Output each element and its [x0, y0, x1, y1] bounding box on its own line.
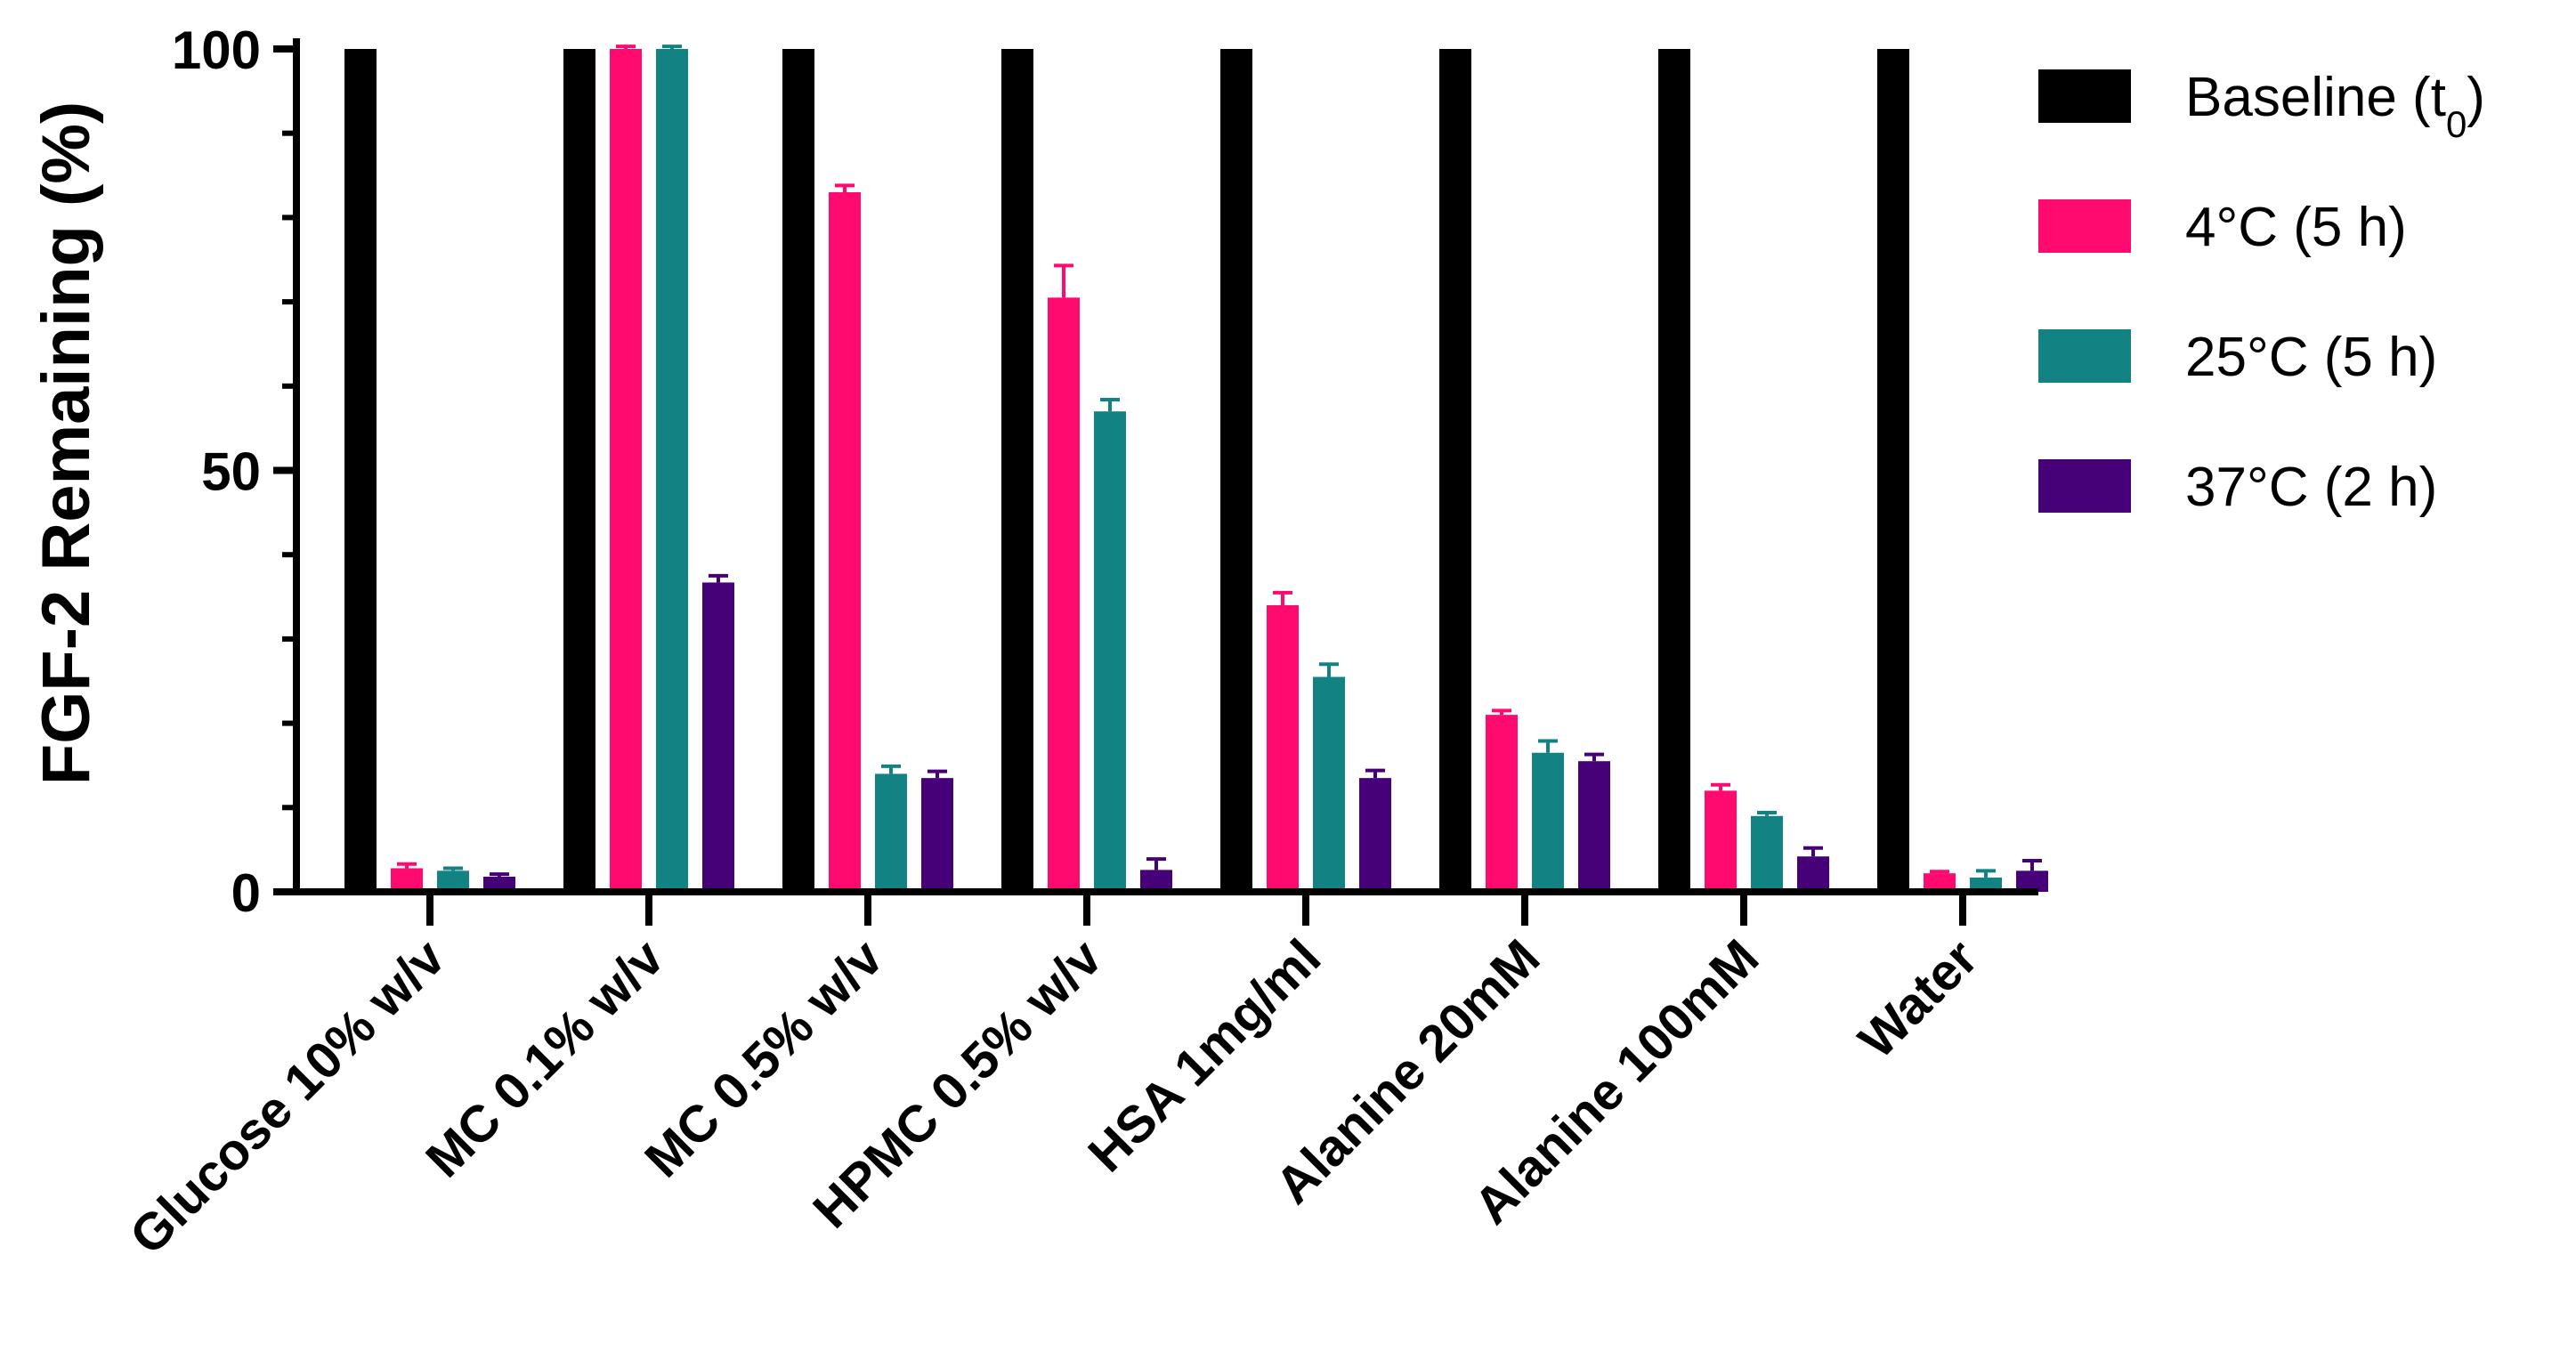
bar-series2-0	[437, 870, 469, 892]
bar-series1-7	[1924, 873, 1956, 892]
x-axis: Glucose 10% w/vMC 0.1% w/vMC 0.5% w/vHPM…	[118, 888, 2038, 1266]
bar-series2-7	[1970, 877, 2002, 892]
legend-label: Baseline (t0)	[2185, 67, 2485, 145]
bar-series2-3	[1094, 411, 1126, 893]
bar-series1-1	[610, 49, 642, 892]
legend-label: 4°C (5 h)	[2185, 197, 2407, 258]
bar-series3-6	[1797, 856, 1829, 892]
legend-swatch	[2038, 69, 2131, 123]
plot-area	[344, 45, 2048, 893]
bar-series1-4	[1267, 605, 1299, 892]
y-tick-label: 0	[231, 863, 261, 923]
legend-swatch	[2038, 329, 2131, 383]
bar-series3-2	[921, 778, 953, 892]
bar-baseline-6	[1658, 49, 1690, 892]
x-tick-label: Water	[1848, 928, 1989, 1069]
bar-series2-2	[875, 773, 907, 892]
bar-series1-3	[1048, 297, 1080, 892]
y-axis: 0 50 100	[172, 20, 300, 923]
bar-series1-2	[829, 191, 861, 893]
legend: Baseline (t0) 4°C (5 h) 25°C (5 h) 37°C (2 …	[2038, 67, 2485, 518]
y-tick-label: 100	[172, 20, 261, 80]
y-axis-title: FGF-2 Remaining (%)	[28, 101, 104, 785]
x-tick-label: Glucose 10% w/v	[118, 928, 456, 1266]
y-tick-label: 50	[201, 442, 261, 502]
legend-label: 37°C (2 h)	[2185, 457, 2437, 518]
bar-series1-0	[391, 868, 423, 892]
bar-series3-1	[702, 582, 734, 892]
bar-series3-0	[483, 876, 515, 892]
bar-baseline-0	[344, 49, 377, 892]
bar-baseline-3	[1001, 49, 1033, 892]
bar-series2-6	[1751, 815, 1783, 892]
bar-baseline-4	[1220, 49, 1252, 892]
bar-series2-1	[656, 49, 688, 892]
bar-series1-5	[1486, 715, 1518, 892]
legend-label: 25°C (5 h)	[2185, 327, 2437, 388]
bar-series3-4	[1359, 778, 1391, 892]
bar-baseline-2	[782, 49, 814, 892]
bar-series3-7	[2016, 870, 2048, 892]
legend-swatch	[2038, 459, 2131, 513]
bar-baseline-5	[1439, 49, 1471, 892]
bar-series3-3	[1140, 870, 1172, 892]
bar-series2-5	[1532, 752, 1564, 892]
bar-series3-5	[1578, 761, 1610, 892]
bar-series2-4	[1313, 676, 1345, 892]
bar-baseline-7	[1877, 49, 1909, 892]
bar-baseline-1	[563, 49, 595, 892]
legend-swatch	[2038, 199, 2131, 253]
bar-series1-6	[1705, 790, 1737, 892]
